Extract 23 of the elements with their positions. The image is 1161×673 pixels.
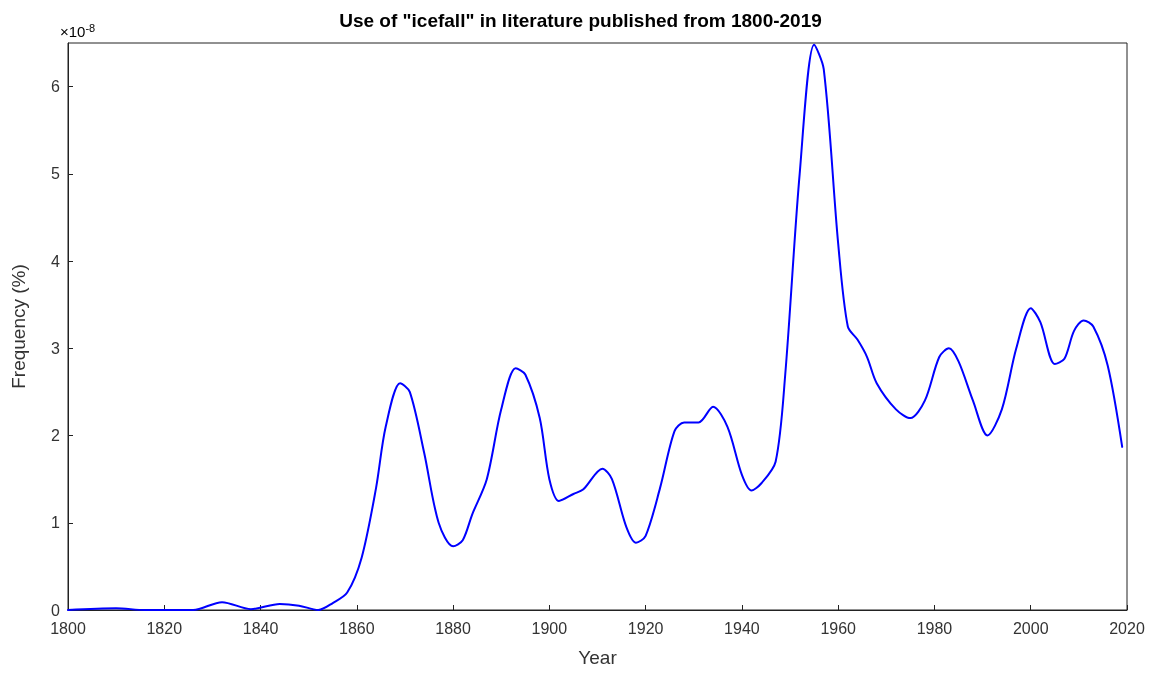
x-tick-label: 1920 xyxy=(627,619,664,637)
x-tick-label: 1960 xyxy=(820,619,857,637)
y-axis-title: Frequency (%) xyxy=(8,264,29,389)
x-tick-label: 1880 xyxy=(435,619,471,637)
y-tick-label: 1 xyxy=(51,514,61,532)
y-tick-label: 3 xyxy=(51,339,61,357)
x-tick-label: 1840 xyxy=(242,619,279,637)
x-tick-label: 1940 xyxy=(724,619,760,637)
x-tick-label: 1820 xyxy=(146,619,183,637)
y-tick-label: 6 xyxy=(51,78,61,96)
line-series xyxy=(67,43,1124,611)
y-tick-label: 2 xyxy=(51,427,61,445)
y-tick-label: 5 xyxy=(51,165,61,183)
x-tick-label: 2020 xyxy=(1109,619,1145,637)
x-tick-label: 1860 xyxy=(339,619,375,637)
y-tick-label: 4 xyxy=(51,252,61,270)
y-tick-label: 0 xyxy=(51,601,61,619)
x-tick-label: 2000 xyxy=(1012,619,1049,637)
x-tick-label: 1800 xyxy=(50,619,86,637)
x-tick-label: 1980 xyxy=(916,619,953,637)
chart-title: Use of "icefall" in literature published from 1800-2019 xyxy=(339,10,822,31)
x-axis-title: Year xyxy=(578,647,618,668)
x-tick-label: 1900 xyxy=(531,619,568,637)
